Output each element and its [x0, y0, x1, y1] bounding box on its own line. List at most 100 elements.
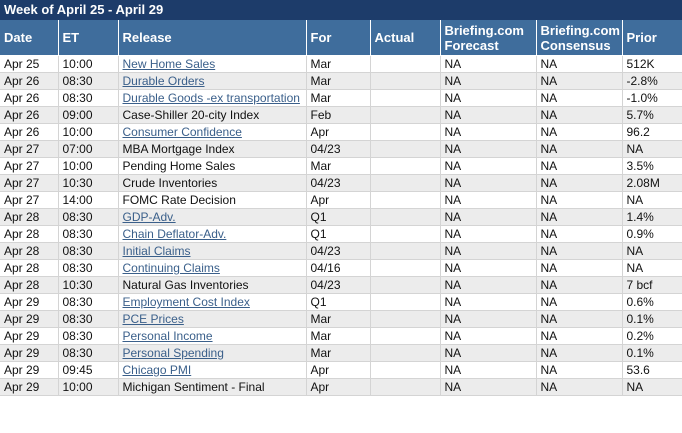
table-cell: NA [535, 55, 622, 73]
table-cell: Mar [305, 55, 370, 73]
table-row: Apr 28 08:30 Chain Deflator-Adv. Q1 NA NA 0.9% [0, 225, 682, 243]
table-cell: 10:30 [57, 276, 118, 294]
week-title: Week of April 25 - April 29 [0, 0, 682, 20]
table-row: Apr 28 08:30 Continuing Claims 04/16 NA NA NA [0, 259, 682, 277]
table-cell: 08:30 [57, 327, 118, 345]
table-cell [369, 157, 440, 175]
table-cell: 53.6 [621, 361, 682, 379]
table-cell: Crude Inventories [117, 174, 306, 192]
table-cell [369, 242, 440, 260]
table-cell: 04/23 [305, 242, 370, 260]
table-cell: 14:00 [57, 191, 118, 209]
release-cell: Continuing Claims [117, 259, 306, 277]
table-cell: 2.08M [621, 174, 682, 192]
table-cell: Apr 28 [0, 242, 58, 260]
table-cell: NA [535, 327, 622, 345]
table-cell: FOMC Rate Decision [117, 191, 306, 209]
table-cell: 08:30 [57, 72, 118, 90]
table-cell: NA [535, 378, 622, 396]
table-row: Apr 26 08:30 Durable Orders Mar NA NA -2.8% [0, 72, 682, 90]
release-link[interactable]: Chicago PMI [122, 363, 192, 377]
release-link[interactable]: Durable Goods -ex transportation [122, 91, 300, 105]
table-cell: 09:45 [57, 361, 118, 379]
column-header: Date [0, 20, 58, 56]
column-header: Prior [621, 20, 682, 56]
table-row: Apr 28 08:30 Initial Claims 04/23 NA NA NA [0, 242, 682, 260]
table-row: Apr 29 08:30 Employment Cost Index Q1 NA NA 0.… [0, 293, 682, 311]
table-cell: Apr 26 [0, 89, 58, 107]
table-row: Apr 26 08:30 Durable Goods -ex transportat… [0, 89, 682, 107]
table-cell: 5.7% [621, 106, 682, 124]
table-cell: Apr 26 [0, 72, 58, 90]
table-cell [369, 259, 440, 277]
table-cell: Apr 27 [0, 140, 58, 158]
table-cell: Apr [305, 191, 370, 209]
table-cell: Apr 29 [0, 327, 58, 345]
table-cell [369, 378, 440, 396]
table-cell: 0.9% [621, 225, 682, 243]
table-cell: -1.0% [621, 89, 682, 107]
table-cell: Apr [305, 378, 370, 396]
table-cell: Mar [305, 72, 370, 90]
release-cell: Durable Orders [117, 72, 306, 90]
release-link[interactable]: Personal Spending [122, 346, 224, 360]
table-cell: Case-Shiller 20-city Index [117, 106, 306, 124]
table-cell: NA [535, 208, 622, 226]
table-cell: NA [535, 276, 622, 294]
table-cell: NA [621, 259, 682, 277]
table-row: Apr 27 14:00 FOMC Rate Decision Apr NA NA NA [0, 191, 682, 209]
table-row: Apr 27 10:00 Pending Home Sales Mar NA NA 3.5% [0, 157, 682, 175]
table-row: Apr 27 10:30 Crude Inventories 04/23 NA NA 2.0… [0, 174, 682, 192]
release-link[interactable]: PCE Prices [122, 312, 184, 326]
table-cell: Apr 29 [0, 361, 58, 379]
table-cell [369, 276, 440, 294]
table-cell: Apr 26 [0, 123, 58, 141]
column-header: For [305, 20, 370, 56]
table-row: Apr 28 08:30 GDP-Adv. Q1 NA NA 1.4% [0, 208, 682, 226]
table-cell: 0.1% [621, 310, 682, 328]
release-cell: New Home Sales [117, 55, 306, 73]
table-cell: Michigan Sentiment - Final [117, 378, 306, 396]
table-cell: Mar [305, 344, 370, 362]
table-cell [369, 208, 440, 226]
table-cell: NA [439, 378, 536, 396]
release-cell: Personal Spending [117, 344, 306, 362]
table-cell: Apr 28 [0, 259, 58, 277]
release-cell: PCE Prices [117, 310, 306, 328]
release-link[interactable]: Personal Income [122, 329, 213, 343]
table-cell: 04/23 [305, 174, 370, 192]
table-row: Apr 26 10:00 Consumer Confidence Apr NA NA 96.… [0, 123, 682, 141]
table-cell [369, 344, 440, 362]
table-cell: NA [439, 259, 536, 277]
release-cell: Chain Deflator-Adv. [117, 225, 306, 243]
table-cell [369, 55, 440, 73]
table-cell: 08:30 [57, 242, 118, 260]
table-row: Apr 26 09:00 Case-Shiller 20-city Index Feb… [0, 106, 682, 124]
release-cell: Durable Goods -ex transportation [117, 89, 306, 107]
table-cell: NA [535, 242, 622, 260]
release-link[interactable]: Consumer Confidence [122, 125, 242, 139]
table-cell: NA [535, 225, 622, 243]
release-link[interactable]: Employment Cost Index [122, 295, 250, 309]
table-cell: 04/23 [305, 140, 370, 158]
table-cell: NA [439, 123, 536, 141]
release-link[interactable]: Initial Claims [122, 244, 191, 258]
release-link[interactable]: GDP-Adv. [122, 210, 176, 224]
table-cell [369, 310, 440, 328]
release-cell: Employment Cost Index [117, 293, 306, 311]
release-link[interactable]: New Home Sales [122, 57, 216, 71]
table-cell: NA [535, 310, 622, 328]
release-link[interactable]: Chain Deflator-Adv. [122, 227, 227, 241]
table-cell: 0.1% [621, 344, 682, 362]
table-cell: NA [535, 157, 622, 175]
table-cell: NA [621, 140, 682, 158]
release-link[interactable]: Durable Orders [122, 74, 205, 88]
table-cell: Apr [305, 123, 370, 141]
release-link[interactable]: Continuing Claims [122, 261, 220, 275]
table-cell [369, 361, 440, 379]
table-cell: 08:30 [57, 310, 118, 328]
table-cell: 0.6% [621, 293, 682, 311]
table-cell: Pending Home Sales [117, 157, 306, 175]
table-cell: Apr 27 [0, 174, 58, 192]
